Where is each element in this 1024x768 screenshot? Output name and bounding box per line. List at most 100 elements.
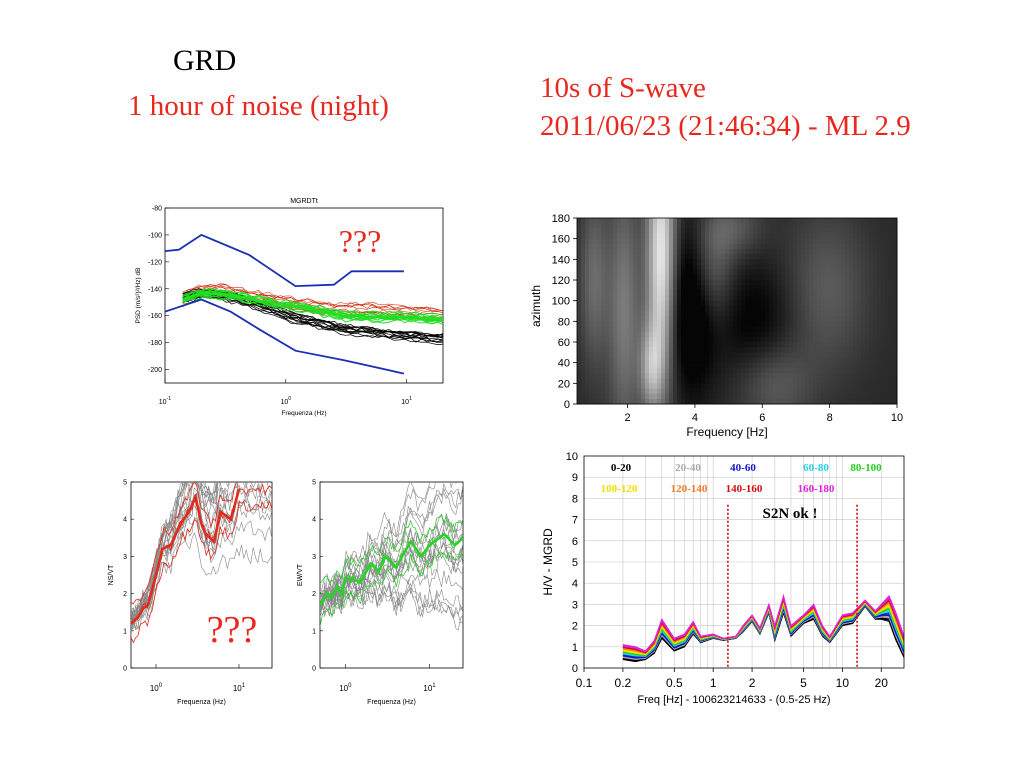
- azimuth-heatmap-cell: [681, 280, 686, 286]
- azimuth-heatmap-cell: [889, 223, 894, 229]
- azimuth-heatmap-cell: [813, 398, 818, 405]
- ew-y-tick-label: 4: [312, 517, 316, 524]
- azimuth-heatmap-cell: [853, 280, 858, 286]
- azimuth-heatmap-cell: [589, 326, 594, 333]
- azimuth-heatmap-cell: [649, 243, 654, 250]
- azimuth-heatmap-cell: [629, 243, 634, 250]
- azimuth-heatmap-cell: [789, 326, 794, 333]
- azimuth-heatmap-cell: [661, 336, 666, 343]
- azimuth-heatmap-cell: [757, 373, 762, 379]
- azimuth-heatmap-cell: [749, 326, 754, 333]
- azimuth-heatmap-cell: [741, 357, 746, 364]
- azimuth-heatmap-cell: [713, 249, 718, 255]
- azimuth-heatmap-cell: [885, 321, 890, 327]
- azimuth-heatmap-cell: [793, 383, 798, 389]
- azimuth-heatmap-cell: [637, 378, 642, 384]
- azimuth-heatmap-cell: [809, 300, 814, 307]
- azimuth-heatmap-cell: [733, 228, 738, 234]
- azimuth-heatmap-cell: [821, 274, 826, 281]
- azimuth-heatmap-cell: [773, 243, 778, 250]
- ns-y-axis-label: NS/VT: [108, 564, 115, 585]
- azimuth-heatmap-cell: [597, 228, 602, 234]
- azimuth-heatmap-cell: [693, 326, 698, 333]
- azimuth-heatmap-cell: [861, 367, 866, 374]
- azimuth-heatmap-cell: [805, 398, 810, 405]
- azimuth-heatmap-cell: [865, 311, 870, 317]
- azimuth-heatmap-cell: [653, 336, 658, 343]
- azimuth-heatmap-cell: [717, 264, 722, 271]
- azimuth-heatmap-cell: [849, 352, 854, 358]
- azimuth-heatmap-cell: [713, 269, 718, 276]
- azimuth-heatmap-cell: [865, 290, 870, 296]
- azimuth-heatmap-cell: [885, 285, 890, 291]
- azimuth-heatmap-cell: [621, 321, 626, 327]
- azimuth-heatmap-cell: [877, 285, 882, 291]
- azimuth-heatmap-cell: [845, 285, 850, 291]
- azimuth-heatmap-cell: [885, 393, 890, 400]
- azimuth-heatmap-cell: [825, 249, 830, 255]
- azimuth-heatmap-cell: [701, 398, 706, 405]
- azimuth-heatmap-cell: [685, 336, 690, 343]
- azimuth-heatmap-cell: [805, 383, 810, 389]
- azimuth-heatmap-cell: [801, 223, 806, 229]
- azimuth-heatmap-cell: [845, 274, 850, 281]
- azimuth-heatmap-cell: [885, 373, 890, 379]
- azimuth-heatmap-cell: [777, 331, 782, 338]
- azimuth-heatmap-cell: [889, 398, 894, 405]
- azimuth-heatmap-cell: [821, 398, 826, 405]
- azimuth-heatmap-cell: [773, 228, 778, 234]
- azimuth-heatmap-cell: [781, 223, 786, 229]
- azimuth-heatmap-cell: [701, 331, 706, 338]
- azimuth-heatmap-cell: [789, 274, 794, 281]
- azimuth-heatmap-cell: [693, 274, 698, 281]
- azimuth-heatmap-cell: [837, 357, 842, 364]
- azimuth-heatmap-cell: [813, 352, 818, 358]
- azimuth-heatmap-cell: [705, 388, 710, 395]
- azimuth-heatmap-cell: [661, 367, 666, 374]
- azimuth-heatmap-cell: [665, 295, 670, 302]
- azimuth-heatmap-cell: [893, 269, 898, 276]
- azimuth-heatmap-cell: [793, 342, 798, 348]
- azimuth-heatmap-cell: [717, 290, 722, 296]
- azimuth-heatmap-cell: [697, 388, 702, 395]
- azimuth-heatmap-cell: [893, 383, 898, 389]
- azimuth-heatmap-cell: [837, 280, 842, 286]
- azimuth-heatmap-cell: [653, 218, 658, 224]
- azimuth-heatmap-cell: [789, 223, 794, 229]
- azimuth-heatmap-cell: [785, 243, 790, 250]
- azimuth-heatmap-cell: [641, 218, 646, 224]
- azimuth-heatmap-cell: [797, 243, 802, 250]
- azimuth-heatmap-cell: [741, 383, 746, 389]
- azimuth-heatmap-cell: [737, 378, 742, 384]
- azimuth-heatmap-cell: [709, 347, 714, 353]
- azimuth-heatmap-cell: [889, 269, 894, 276]
- azimuth-heatmap-cell: [649, 223, 654, 229]
- azimuth-heatmap-cell: [681, 233, 686, 240]
- azimuth-heatmap-cell: [745, 264, 750, 271]
- azimuth-heatmap-cell: [589, 228, 594, 234]
- azimuth-heatmap-cell: [637, 259, 642, 265]
- azimuth-heatmap-cell: [721, 336, 726, 343]
- azimuth-heatmap-cell: [629, 254, 634, 260]
- azimuth-heatmap-cell: [797, 249, 802, 255]
- azimuth-heatmap-cell: [681, 238, 686, 245]
- azimuth-heatmap-cell: [581, 321, 586, 327]
- azimuth-heatmap-cell: [605, 388, 610, 395]
- azimuth-heatmap-cell: [877, 362, 882, 369]
- azimuth-heatmap-cell: [673, 243, 678, 250]
- azimuth-heatmap-cell: [693, 269, 698, 276]
- azimuth-heatmap-cell: [689, 311, 694, 317]
- azimuth-heatmap-cell: [761, 305, 766, 312]
- psd-red-trace: [182, 285, 443, 313]
- azimuth-heatmap-cell: [829, 336, 834, 343]
- azimuth-heatmap-cell: [629, 238, 634, 245]
- azimuth-heatmap-cell: [637, 342, 642, 348]
- azimuth-heatmap-cell: [677, 383, 682, 389]
- azimuth-heatmap-cell: [621, 342, 626, 348]
- azimuth-heatmap-cell: [625, 274, 630, 281]
- azimuth-heatmap-cell: [865, 269, 870, 276]
- azimuth-heatmap-cell: [669, 243, 674, 250]
- azimuth-heatmap-cell: [625, 218, 630, 224]
- azimuth-heatmap-cell: [597, 311, 602, 317]
- azimuth-heatmap-cell: [745, 383, 750, 389]
